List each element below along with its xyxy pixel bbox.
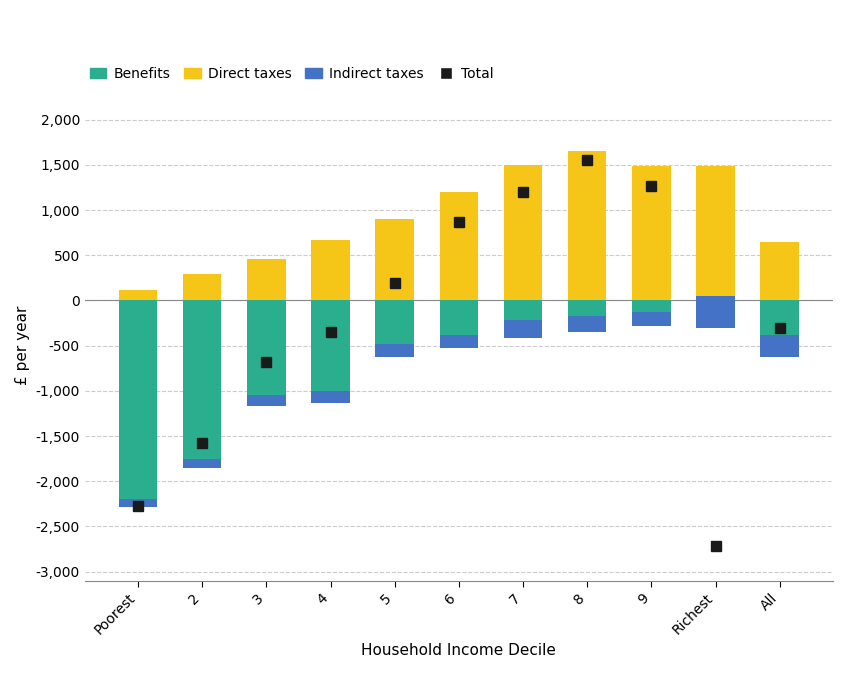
Bar [632,300,671,312]
Bar [311,300,350,391]
Bar [183,275,221,300]
Bar [568,300,606,316]
Bar [504,165,543,300]
Bar [376,344,414,357]
Bar [439,300,478,335]
Bar [761,242,799,300]
Bar [568,316,606,332]
Bar [247,396,286,406]
Bar [761,335,799,357]
Bar [439,335,478,349]
Bar [119,300,157,499]
Bar [632,312,671,326]
Bar [119,290,157,300]
Bar [183,459,221,468]
Bar [761,300,799,335]
Bar [247,300,286,396]
Bar [696,296,735,300]
Bar [183,300,221,459]
Bar [696,166,735,300]
Bar [632,166,671,300]
X-axis label: Household Income Decile: Household Income Decile [361,643,556,658]
Bar [311,391,350,402]
Bar [247,259,286,300]
Bar [376,300,414,344]
Bar [504,300,543,320]
Bar [119,499,157,507]
Bar [504,320,543,339]
Bar [568,151,606,300]
Bar [439,192,478,300]
Bar [376,219,414,300]
Y-axis label: £ per year: £ per year [15,306,30,386]
Bar [696,296,735,328]
Bar [311,240,350,300]
Legend: Benefits, Direct taxes, Indirect taxes, Total: Benefits, Direct taxes, Indirect taxes, … [84,61,499,86]
